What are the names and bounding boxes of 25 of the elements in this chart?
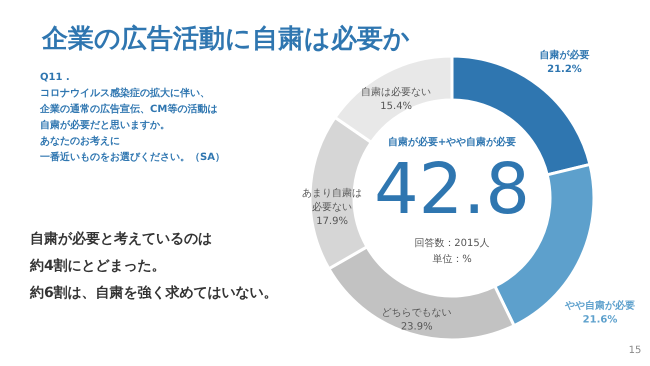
slice-label: 自粛が必要 (539, 48, 590, 61)
text: Q11 . (40, 72, 70, 83)
data-label: 21.6% (582, 314, 618, 326)
text: あなたのお考えに (40, 135, 120, 147)
text: 一番近いものをお選びください。（SA） (40, 151, 225, 163)
slice-label: どちらでもない (382, 308, 452, 319)
data-label: 15.4% (380, 100, 412, 112)
text: 自粛が必要と考えているのは (30, 230, 212, 247)
data-label: 21.2% (547, 64, 582, 75)
text: 自粛が必要+やや自粛が必要 (388, 136, 516, 148)
text: 自粛が必要だと思いますか。 (40, 119, 170, 131)
slice-label: やや自粛が必要 (564, 299, 635, 312)
text: 企業の通常の広告宣伝、CM等の活動は (39, 103, 218, 115)
text: 単位：% (432, 253, 472, 265)
slice-label: 自粛は必要ない (361, 86, 432, 98)
text: 回答数：2015人 (414, 237, 490, 249)
data-label: 23.9% (400, 322, 433, 333)
text: 約6割は、自粛を強く求めてはいない。 (29, 284, 278, 301)
chart-title: 企業の広告活動に自粛は必要か (41, 24, 410, 54)
text: 15 (628, 345, 642, 356)
text: 42.8 (374, 148, 530, 230)
data-label: 17.9% (316, 216, 348, 228)
text: 約4割にとどまった。 (29, 257, 166, 274)
text: コロナウイルス感染症の拡大に伴い、 (40, 87, 210, 99)
slice-label: あまり自粛は必要ない (302, 187, 362, 214)
